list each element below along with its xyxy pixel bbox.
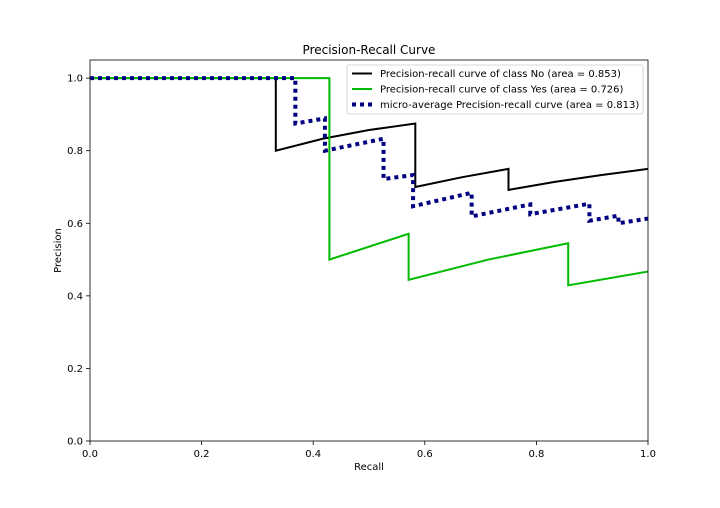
- y-tick-label: 0.2: [67, 364, 83, 375]
- y-axis-ticks: 0.0 0.2 0.4 0.6 0.8 1.0: [67, 74, 90, 448]
- series-line-micro-average: [90, 76, 649, 226]
- y-tick-label: 0.6: [67, 219, 83, 230]
- x-tick-label: 0.6: [417, 449, 433, 460]
- x-axis-ticks: 0.0 0.2 0.4 0.6 0.8 1.0: [82, 441, 656, 460]
- legend-label-micro-average: micro-average Precision-recall curve (ar…: [380, 100, 639, 111]
- legend: Precision-recall curve of class No (area…: [346, 64, 644, 115]
- x-tick-label: 0.0: [82, 449, 98, 460]
- series-line-class-no: [90, 77, 649, 192]
- x-tick-label: 0.2: [194, 449, 210, 460]
- y-axis-label: Precision: [53, 228, 64, 273]
- y-tick-label: 0.8: [67, 146, 83, 157]
- series-line-class-yes: [90, 77, 649, 287]
- x-tick-label: 0.8: [528, 449, 544, 460]
- plot-frame: [89, 59, 649, 442]
- series-layer: [90, 76, 649, 287]
- legend-label-class-yes: Precision-recall curve of class Yes (are…: [380, 85, 624, 96]
- x-axis-label: Recall: [354, 462, 384, 473]
- chart-title: Precision-Recall Curve: [303, 43, 436, 57]
- legend-box: [346, 64, 644, 115]
- legend-label-class-no: Precision-recall curve of class No (area…: [380, 69, 621, 80]
- x-tick-label: 1.0: [640, 449, 656, 460]
- x-tick-label: 0.4: [305, 449, 321, 460]
- y-tick-label: 0.4: [67, 291, 83, 302]
- y-tick-label: 1.0: [67, 74, 83, 85]
- plot-area: [90, 60, 648, 441]
- y-tick-label: 0.0: [67, 437, 83, 448]
